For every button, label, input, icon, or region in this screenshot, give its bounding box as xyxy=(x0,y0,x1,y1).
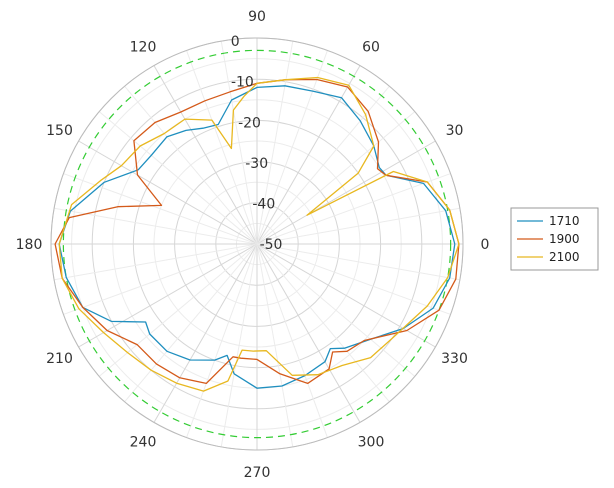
grid-spoke xyxy=(256,243,460,281)
legend-label-1710: 1710 xyxy=(549,214,580,228)
grid-spoke xyxy=(220,243,258,447)
grid-spoke xyxy=(256,243,294,447)
series-lines xyxy=(54,76,460,392)
grid-spoke xyxy=(256,41,294,245)
grid-spoke xyxy=(54,207,258,245)
grid-spoke xyxy=(186,243,258,438)
grid-spoke xyxy=(256,65,361,245)
series-line-1710 xyxy=(58,85,456,389)
polar-grid xyxy=(50,37,464,451)
theta-tick-label: 330 xyxy=(441,351,468,367)
grid-spoke xyxy=(98,111,258,245)
theta-tick-label: 30 xyxy=(446,123,464,139)
theta-tick-label: 150 xyxy=(46,123,73,139)
r-tick-label: -10 xyxy=(231,75,254,91)
theta-tick-label: 0 xyxy=(481,237,490,253)
r-tick-label: -50 xyxy=(260,237,283,253)
r-tick-label: -30 xyxy=(245,156,268,172)
grid-spoke xyxy=(63,243,258,315)
grid-spoke xyxy=(256,243,451,315)
grid-spoke xyxy=(256,243,328,438)
grid-spoke xyxy=(256,111,416,245)
theta-tick-label: 180 xyxy=(16,237,43,253)
grid-spoke xyxy=(153,243,258,423)
grid-spoke xyxy=(256,243,416,377)
grid-spoke xyxy=(220,41,258,245)
grid-spoke xyxy=(153,65,258,245)
theta-tick-label: 60 xyxy=(362,40,380,56)
grid-spoke xyxy=(124,243,258,403)
r-tick-label: 0 xyxy=(231,34,240,50)
grid-spoke xyxy=(256,173,451,245)
grid-spoke xyxy=(256,207,460,245)
grid-spoke xyxy=(256,243,361,423)
theta-tick-label: 90 xyxy=(248,9,266,25)
outer-ring xyxy=(50,37,464,451)
legend-label-2100: 2100 xyxy=(549,250,580,264)
legend-label-1900: 1900 xyxy=(549,232,580,246)
grid-spoke xyxy=(186,50,258,245)
grid-spoke xyxy=(78,243,258,348)
axis-labels: 0 30 60 90 120 150 180 210 240 270 300 330 -50 -40 -30… xyxy=(16,9,490,481)
grid-spoke xyxy=(256,243,390,403)
grid-spoke xyxy=(98,243,258,377)
theta-tick-label: 240 xyxy=(130,435,157,451)
theta-tick-label: 300 xyxy=(358,435,385,451)
grid-spoke xyxy=(256,140,436,245)
grid-spoke xyxy=(256,85,390,245)
theta-tick-label: 270 xyxy=(244,465,271,481)
r-tick-label: -40 xyxy=(252,196,275,212)
series-line-2100 xyxy=(58,76,460,392)
legend: 1710 1900 2100 xyxy=(510,207,599,271)
grid-spoke xyxy=(78,140,258,245)
reference-circle xyxy=(62,49,452,439)
r-tick-label: -20 xyxy=(238,115,261,131)
grid-spoke xyxy=(124,85,258,245)
theta-tick-label: 120 xyxy=(130,40,157,56)
grid-spoke xyxy=(256,243,436,348)
grid-spoke xyxy=(54,243,258,281)
grid-spoke xyxy=(256,50,328,245)
theta-tick-label: 210 xyxy=(46,351,73,367)
reference-dashed-circle xyxy=(62,49,452,439)
